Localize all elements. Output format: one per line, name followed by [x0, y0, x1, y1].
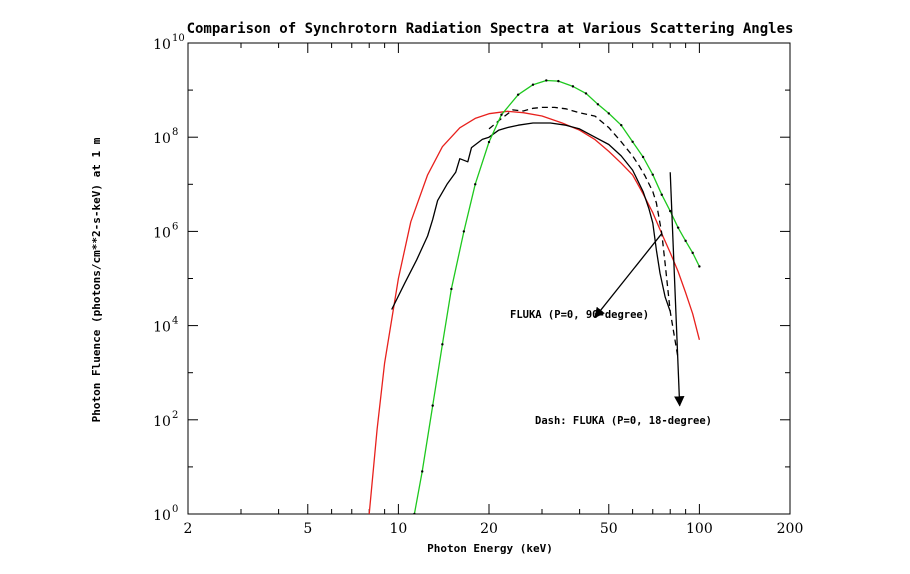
series-point-4: [545, 79, 548, 82]
x-tick-label: 5: [303, 521, 312, 537]
series-point-4: [607, 112, 610, 115]
y-tick-label: 10 8: [153, 127, 178, 147]
y-axis-label: Photon Fluence (photons/cm**2-s-keV) at …: [90, 137, 103, 422]
y-tick-exponent: 6: [172, 221, 178, 232]
series-point-4: [462, 230, 466, 233]
series-point-4: [651, 173, 654, 176]
x-tick-label: 10: [389, 521, 407, 537]
series-point-4: [631, 140, 634, 143]
x-tick-label: 100: [686, 521, 713, 537]
series-point-4: [698, 265, 701, 268]
y-tick-exponent: 8: [172, 127, 178, 138]
series-point-4: [660, 193, 663, 196]
annotation-label: FLUKA (P=0, 90-degree): [510, 309, 649, 321]
series-point-4: [584, 92, 588, 95]
y-tick-exponent: 0: [172, 504, 178, 515]
series-line-2: [391, 122, 671, 312]
series-line-3: [488, 106, 679, 359]
y-tick-label: 10 4: [153, 316, 178, 336]
series-point-4: [620, 123, 623, 127]
series-point-4: [571, 85, 575, 88]
x-tick-labels: 2 5 10 20 50 100 200: [184, 521, 804, 537]
annotation-label: Dash: FLUKA (P=0, 18-degree): [535, 415, 712, 427]
series-point-4: [413, 512, 416, 514]
annotation-arrow: [669, 172, 685, 407]
chart-title: Comparison of Synchrotorn Radiation Spec…: [187, 21, 794, 37]
series-point-4: [441, 343, 444, 346]
series-point-4: [431, 404, 434, 407]
y-tick-label: 10 6: [153, 221, 178, 241]
y-tick-exponent: 2: [172, 410, 178, 421]
y-tick-exponent: 10: [172, 33, 185, 44]
series-group: [368, 79, 701, 514]
series-point-4: [487, 140, 491, 144]
series-line-1: [368, 110, 701, 514]
series-point-4: [450, 287, 453, 291]
series-point-4: [474, 183, 477, 186]
x-axis-label: Photon Energy (keV): [427, 542, 553, 555]
y-tick-base: 10: [153, 225, 171, 241]
series-point-4: [669, 209, 672, 213]
series-point-4: [421, 470, 424, 473]
series-point-4: [531, 83, 535, 86]
y-tick-label: 10 0: [153, 504, 178, 524]
series-point-4: [500, 113, 503, 116]
x-tick-label: 2: [184, 521, 193, 537]
series-point-4: [676, 226, 680, 229]
y-tick-base: 10: [153, 37, 171, 53]
x-tick-label: 200: [777, 521, 804, 537]
y-tick-label: 10 2: [153, 410, 178, 430]
series-point-4: [596, 103, 600, 106]
x-tick-label: 20: [480, 521, 498, 537]
series-point-4: [641, 155, 645, 159]
y-tick-exponent: 4: [172, 316, 178, 327]
series-point-4: [684, 239, 687, 243]
y-tick-base: 10: [153, 508, 171, 524]
y-tick-label: 10 10: [153, 33, 185, 53]
series-point-4: [516, 93, 520, 96]
annotation-arrow: [594, 233, 663, 319]
y-tick-base: 10: [153, 414, 171, 430]
x-tick-label: 50: [600, 521, 618, 537]
y-tick-base: 10: [153, 131, 171, 147]
series-point-4: [557, 79, 560, 83]
series-point-4: [691, 251, 694, 255]
series-line-4: [413, 79, 700, 514]
annotations-group: FLUKA (P=0, 90-degree) Dash: FLUKA (P=0, …: [510, 172, 712, 427]
y-tick-base: 10: [153, 320, 171, 336]
